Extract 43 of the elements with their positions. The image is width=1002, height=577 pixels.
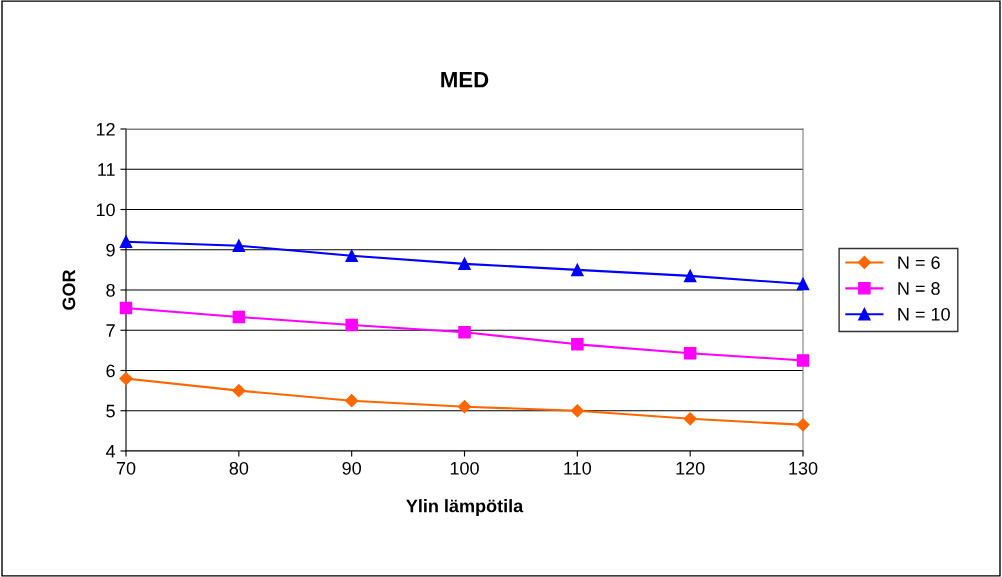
x-tick-label: 80 xyxy=(229,461,249,475)
point xyxy=(345,318,358,332)
x-tick-label: 130 xyxy=(789,461,818,475)
x-tick-label: 70 xyxy=(116,461,136,475)
y-tick-label: 8 xyxy=(106,283,115,297)
y-tick-label: 4 xyxy=(105,445,116,458)
point xyxy=(232,239,246,252)
y-tick-label: 6 xyxy=(106,364,115,378)
x-tick-label: 120 xyxy=(676,461,705,475)
y-tick-label: 12 xyxy=(96,122,115,136)
point xyxy=(458,257,471,271)
point xyxy=(345,394,359,408)
point xyxy=(571,263,584,277)
point xyxy=(345,249,358,263)
x-tick-label: 90 xyxy=(342,461,361,475)
y-axis-title: GOR xyxy=(62,269,76,310)
point xyxy=(796,418,810,432)
point xyxy=(796,277,810,291)
point xyxy=(683,269,697,283)
y-tick-label: 11 xyxy=(98,163,115,176)
point xyxy=(570,404,584,418)
point xyxy=(796,354,810,367)
legend-label: N = 8 xyxy=(898,282,940,295)
legend-label: N = 10 xyxy=(898,307,950,321)
x-axis-title: Ylin lämpötila xyxy=(406,499,524,516)
point xyxy=(232,384,246,398)
y-tick-label: 10 xyxy=(96,203,115,217)
point xyxy=(232,310,246,324)
point xyxy=(571,338,584,351)
point xyxy=(457,400,472,414)
y-tick-label: 9 xyxy=(106,243,115,257)
legend-label: N = 6 xyxy=(898,256,940,269)
y-tick-label: 7 xyxy=(106,324,115,337)
y-tick-label: 5 xyxy=(106,404,115,418)
point xyxy=(119,301,133,315)
chart-title: MED xyxy=(441,72,489,88)
point xyxy=(683,346,697,360)
x-tick-label: 100 xyxy=(450,461,479,475)
point xyxy=(119,371,133,386)
point xyxy=(119,235,133,248)
point xyxy=(458,326,471,339)
x-tick-label: 110 xyxy=(564,461,592,475)
point xyxy=(683,412,697,426)
